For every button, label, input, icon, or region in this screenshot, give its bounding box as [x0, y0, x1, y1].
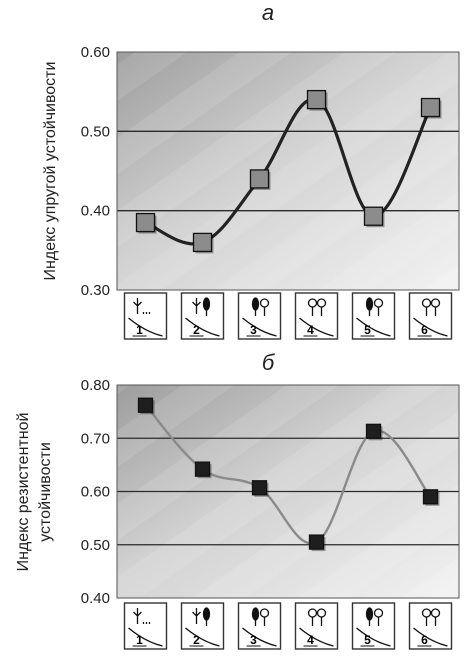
category-icon-box [123, 602, 168, 650]
plant-pictogram-icon [185, 297, 220, 337]
plant-pictogram-icon [185, 607, 220, 647]
plot-frame [116, 384, 460, 599]
plot-background-stripes [117, 52, 459, 290]
data-point [420, 97, 441, 118]
plant-pictogram-icon [299, 608, 334, 647]
plot-frame [116, 51, 460, 291]
plant-pictogram-icon [128, 608, 163, 647]
category-icon-box [180, 292, 225, 340]
chart-panel-b: б 0.40 0.50 0.60 0.70 0.80 Индекс резистентно… [15, 350, 460, 650]
category-icon-box [408, 602, 453, 650]
plant-pictogram-icon [413, 608, 448, 647]
data-point [365, 423, 382, 439]
category-icon-box [237, 292, 282, 340]
plant-pictogram-icon [242, 297, 277, 337]
data-point [194, 461, 211, 477]
chart-panel-a: a 0.30 0.40 0.50 0.60 Индекс упругой устойчи… [42, 0, 460, 340]
category-icon-box [351, 602, 396, 650]
panel-label-a: a [262, 0, 274, 25]
data-point [137, 397, 154, 413]
data-point [192, 232, 213, 253]
y-tick-label: 0.40 [81, 590, 110, 607]
category-label: 1 [136, 323, 143, 337]
category-icon-box [294, 292, 339, 340]
category-label: 5 [364, 323, 371, 337]
plant-pictogram-icon [356, 297, 391, 337]
plant-pictogram-icon [413, 298, 448, 337]
category-label: 2 [193, 633, 200, 647]
category-label: 3 [250, 323, 257, 337]
y-tick-label: 0.50 [81, 537, 110, 554]
category-label: 2 [193, 323, 200, 337]
data-point [251, 480, 268, 496]
category-label: 5 [364, 633, 371, 647]
plant-pictogram-icon [242, 607, 277, 647]
category-icon-box [351, 292, 396, 340]
category-label: 6 [421, 323, 428, 337]
y-tick-label: 0.40 [81, 203, 110, 220]
category-icon-box [180, 602, 225, 650]
panel-label-b: б [262, 350, 276, 375]
y-tick-label: 0.60 [81, 44, 110, 61]
plant-pictogram-icon [128, 298, 163, 337]
category-label: 4 [307, 323, 314, 337]
y-tick-label: 0.70 [81, 430, 110, 447]
data-point [249, 169, 270, 189]
category-label: 6 [421, 633, 428, 647]
data-point [306, 89, 327, 110]
y-tick-label: 0.50 [81, 123, 110, 140]
plant-pictogram-icon [356, 607, 391, 647]
y-axis-label-line: устойчивости [37, 442, 54, 542]
y-tick-label: 0.30 [81, 282, 110, 299]
category-label: 3 [250, 633, 257, 647]
data-point [422, 489, 439, 505]
y-axis-label: Индекс упругой устойчивости [42, 62, 59, 281]
plant-pictogram-icon [299, 298, 334, 337]
category-label: 1 [136, 633, 143, 647]
data-point [363, 206, 384, 226]
category-icon-box [123, 292, 168, 340]
data-point [135, 212, 156, 233]
category-icon-box [294, 602, 339, 650]
y-axis-label-line: Индекс резистентной [15, 413, 32, 572]
category-icon-box [408, 292, 453, 340]
data-point [308, 534, 325, 550]
category-label: 4 [307, 633, 314, 647]
category-icon-box [237, 602, 282, 650]
y-tick-label: 0.80 [81, 377, 110, 394]
y-tick-label: 0.60 [81, 484, 110, 501]
